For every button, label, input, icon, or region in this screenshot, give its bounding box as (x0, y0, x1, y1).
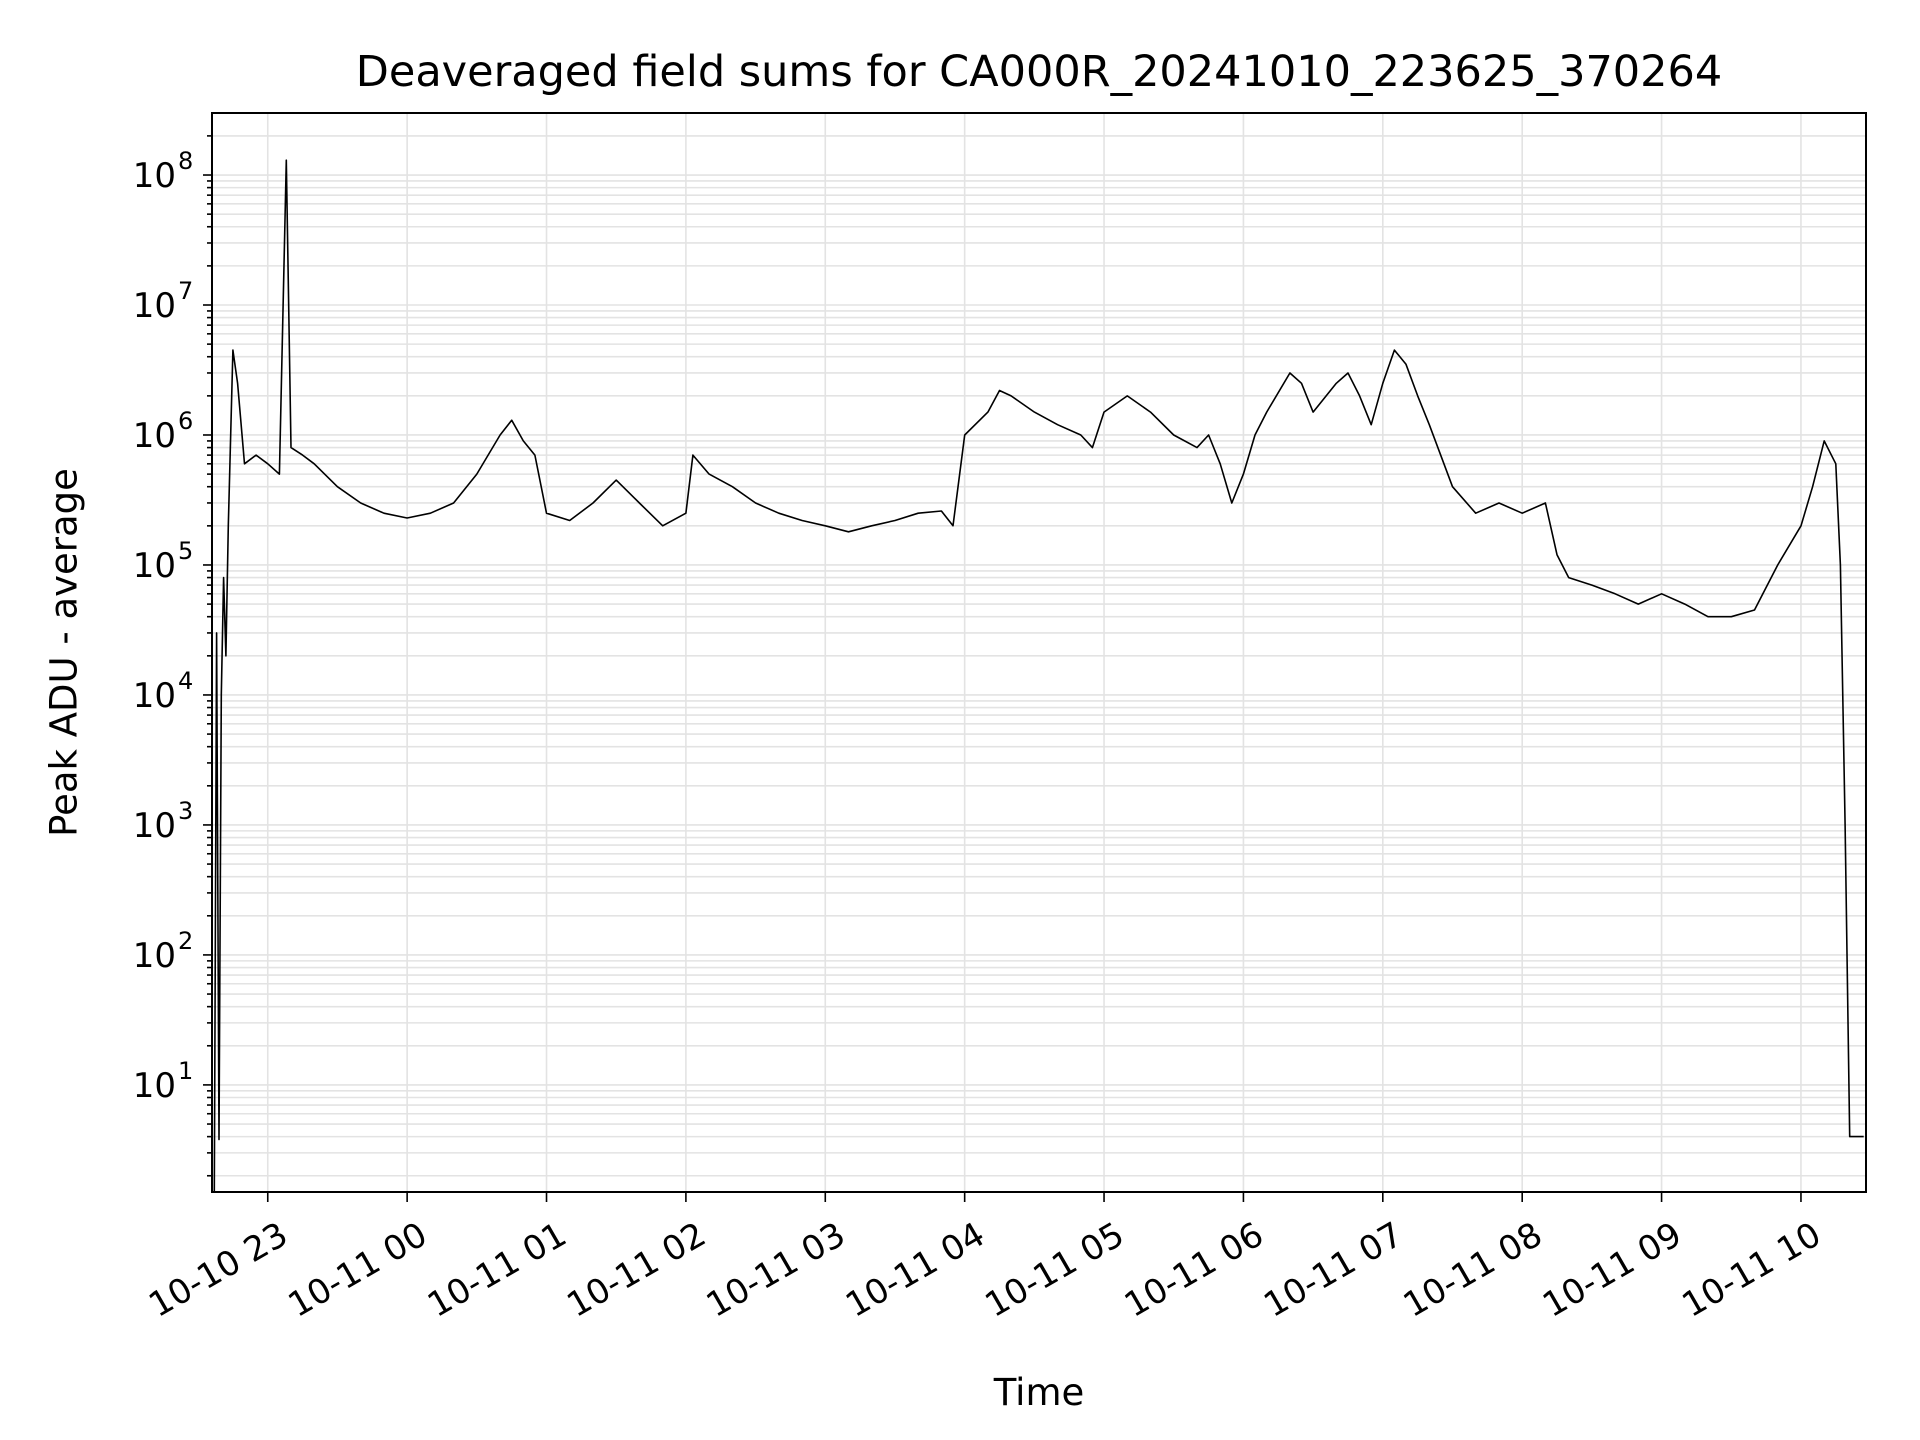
y-tick-exponent: 6 (178, 407, 193, 435)
y-tick-exponent: 8 (178, 147, 193, 175)
y-tick-label: 10 (133, 1066, 176, 1106)
y-tick-label: 10 (133, 156, 176, 196)
chart-title: Deaveraged field sums for CA000R_2024101… (356, 47, 1722, 97)
y-tick-label: 10 (133, 286, 176, 326)
x-axis-label: Time (993, 1371, 1085, 1414)
plot-frame (211, 112, 1867, 1193)
y-tick-exponent: 4 (178, 667, 193, 695)
y-axis-label: Peak ADU - average (43, 468, 86, 837)
y-tick-exponent: 5 (178, 537, 193, 565)
y-tick-label: 10 (133, 416, 176, 456)
y-tick-exponent: 1 (178, 1057, 193, 1085)
y-tick-exponent: 7 (178, 277, 193, 305)
y-tick-exponent: 2 (178, 927, 193, 955)
y-tick-label: 10 (133, 936, 176, 976)
y-tick-label: 10 (133, 806, 176, 846)
y-tick-exponent: 3 (178, 797, 193, 825)
y-tick-label: 10 (133, 676, 176, 716)
grid (212, 113, 1866, 1192)
series-line (213, 159, 1864, 1193)
y-tick-label: 10 (133, 546, 176, 586)
